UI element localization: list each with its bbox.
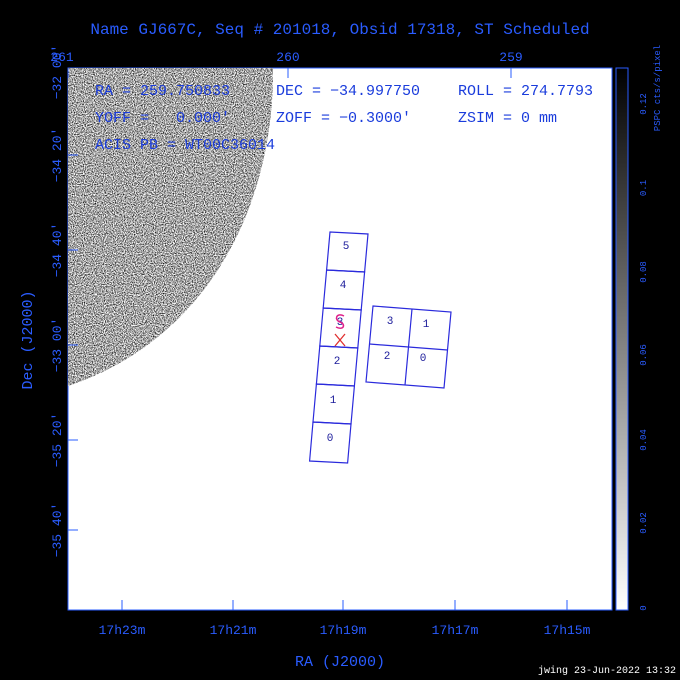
chip-label: 2 [334,356,341,368]
info-ra: RA = 259.750833 [95,83,230,100]
target-marker [334,314,346,347]
footer: jwing 23-Jun-2022 13:32 [538,665,676,677]
colorbar-label: 0.06 [639,344,649,366]
info-dec: DEC = −34.997750 [276,83,420,100]
info-zoff: ZOFF = −0.3000' [276,110,411,127]
left-label: −34 40' [50,223,65,278]
colorbar-title: PSPC cts/s/pixel [653,45,663,131]
top-label: 259 [499,50,522,65]
chip-label: 0 [420,353,427,365]
colorbar-label: 0.12 [639,93,649,115]
colorbar-label: 0 [639,605,649,610]
chip-label: 3 [337,317,344,329]
y-axis-title: Dec (J2000) [20,290,37,389]
chip-label: 2 [384,351,391,363]
chip-label: 5 [343,241,350,253]
info-zsim: ZSIM = 0 mm [458,110,557,127]
left-label: −32 00' [50,45,65,100]
bottom-label: 17h19m [320,623,367,638]
left-label: −35 40' [50,503,65,558]
acis-i-array [365,305,452,389]
chip-label: 3 [387,316,394,328]
top-label: 261 [50,50,74,65]
x-axis-title: RA (J2000) [295,654,385,671]
chip-label: 0 [327,433,334,445]
colorbar-label: 0.04 [639,429,649,451]
info-roll: ROLL = 274.7793 [458,83,593,100]
left-label: −35 20' [50,413,65,468]
colorbar-label: 0.02 [639,512,649,534]
ticks [67,68,568,610]
acis-s-array [308,231,369,464]
left-label: −33 00' [50,318,65,373]
bottom-label: 17h23m [99,623,146,638]
colorbar-label: 0.1 [639,180,649,196]
title: Name GJ667C, Seq # 201018, Obsid 17318, … [90,21,589,39]
bottom-label: 17h21m [210,623,257,638]
bottom-label: 17h15m [544,623,591,638]
colorbar-label: 0.08 [639,261,649,283]
chip-label: 1 [423,319,430,331]
info-yoff: YOFF = 0.000' [95,110,230,127]
info-acis-pb: ACIS PB = WT00C36014 [95,137,275,154]
top-label: 260 [276,50,299,65]
bottom-label: 17h17m [432,623,479,638]
chip-label: 1 [330,395,337,407]
left-label: −34 20' [50,128,65,183]
chip-label: 4 [340,280,347,292]
colorbar [615,67,629,611]
